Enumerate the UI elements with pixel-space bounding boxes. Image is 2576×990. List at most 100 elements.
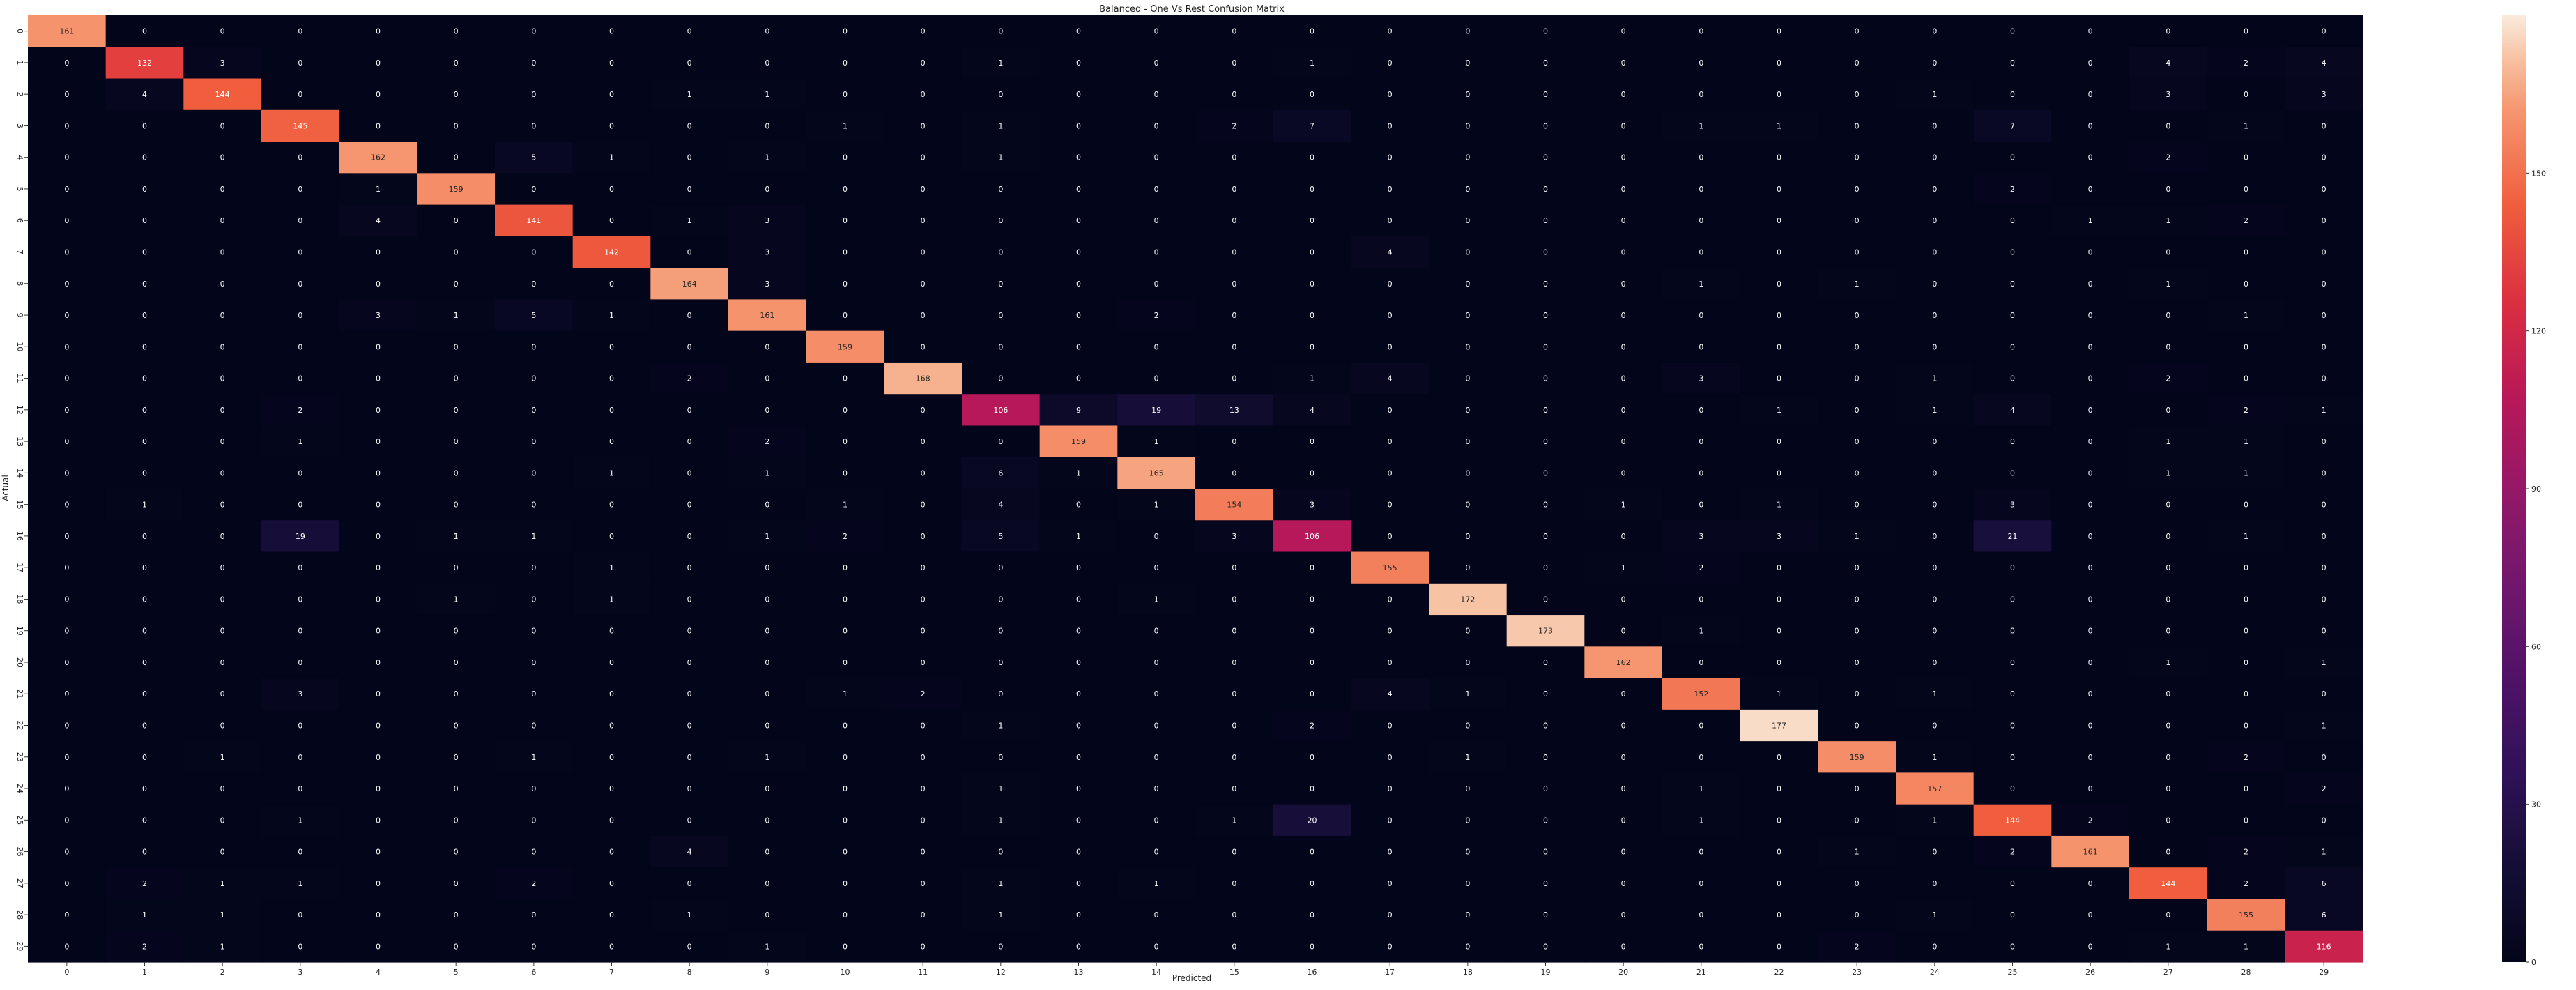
cell-value-label: 0	[765, 27, 769, 36]
cell-value-label: 0	[687, 532, 692, 541]
cell-value-label: 0	[609, 784, 614, 793]
heatmap-cell	[28, 15, 107, 47]
cell-value-label: 0	[1465, 563, 1470, 572]
cell-value-label: 0	[1076, 121, 1081, 130]
cell-value-label: 0	[298, 342, 302, 351]
heatmap-cell	[1273, 15, 1351, 47]
cell-value-label: 0	[298, 595, 302, 604]
heatmap-cell	[1896, 15, 1975, 47]
heatmap-cell	[650, 425, 729, 458]
cell-value-label: 3	[765, 248, 769, 257]
heatmap-cell	[495, 78, 574, 111]
heatmap-cell	[1818, 583, 1896, 616]
cell-value-label: 0	[1543, 722, 1548, 731]
heatmap-cell	[1818, 709, 1896, 742]
heatmap-cell	[105, 236, 184, 268]
cell-value-label: 0	[220, 248, 225, 257]
colorbar	[2502, 15, 2526, 962]
cell-value-label: 0	[1388, 469, 1393, 478]
heatmap-cell	[1195, 299, 1274, 332]
cell-value-label: 0	[1465, 248, 1470, 257]
cell-value-label: 1	[1932, 753, 1937, 762]
cell-value-label: 0	[1621, 469, 1626, 478]
x-axis-ticks: 0 1 2 3 4 5 6 7 8 9 10 11 12 13 14 15 16 17 18 19 20 21 22 23 24…	[64, 962, 2329, 977]
cell-value-label: 0	[1232, 280, 1236, 289]
cell-value-label: 0	[609, 501, 614, 510]
cell-value-label: 0	[687, 469, 692, 478]
heatmap-cell	[1039, 551, 1118, 584]
cell-value-label: 0	[298, 848, 302, 857]
heatmap-cell	[2051, 489, 2130, 521]
cell-value-label: 0	[998, 185, 1003, 194]
heatmap-cell	[495, 142, 574, 174]
x-tick-label: 16	[1308, 968, 1317, 977]
y-tick-label: 13	[15, 436, 24, 446]
heatmap-cell	[1740, 47, 1818, 79]
heatmap-cell	[1662, 835, 1741, 868]
heatmap-cell	[417, 867, 496, 900]
heatmap-cell	[1818, 425, 1896, 458]
heatmap-cell	[417, 362, 496, 395]
heatmap-cell	[417, 551, 496, 584]
cell-value-label: 0	[609, 121, 614, 130]
cell-value-label: 0	[1855, 121, 1860, 130]
cell-value-label: 0	[1777, 784, 1781, 793]
heatmap-cell	[339, 646, 417, 679]
y-tick-label: 19	[15, 626, 24, 636]
y-tick-label: 10	[15, 342, 24, 351]
x-tick-label: 14	[1151, 968, 1161, 977]
heatmap-cell	[1117, 109, 1196, 142]
cell-value-label: 0	[2322, 280, 2326, 289]
heatmap-cell	[183, 930, 262, 963]
heatmap-cell	[105, 362, 184, 395]
heatmap-cell	[28, 520, 107, 553]
cell-value-label: 155	[1383, 563, 1397, 572]
cell-value-label: 0	[2010, 374, 2015, 383]
heatmap-cell	[1818, 772, 1896, 805]
cell-value-label: 0	[531, 280, 536, 289]
heatmap-cell	[1818, 394, 1896, 427]
heatmap-cell	[1740, 362, 1818, 395]
cell-value-label: 0	[1777, 90, 1781, 99]
cell-value-label: 0	[220, 185, 225, 194]
cell-value-label: 0	[2244, 722, 2248, 731]
heatmap-cell	[183, 709, 262, 742]
heatmap-cell	[1273, 425, 1351, 458]
cell-value-label: 0	[765, 406, 769, 415]
heatmap-cell	[1429, 615, 1508, 647]
cell-value-label: 0	[298, 374, 302, 383]
heatmap-cell	[962, 520, 1041, 553]
cell-value-label: 9	[1076, 406, 1081, 415]
cell-value-label: 0	[1154, 90, 1159, 99]
heatmap-cell	[105, 741, 184, 773]
heatmap-cell	[1973, 583, 2052, 616]
cell-value-label: 0	[454, 627, 459, 636]
cell-value-label: 0	[1699, 879, 1703, 888]
heatmap-cell	[1896, 835, 1975, 868]
cell-value-label: 0	[64, 437, 69, 446]
cell-value-label: 0	[1855, 374, 1860, 383]
cell-value-label: 0	[2244, 280, 2248, 289]
cell-value-label: 1	[1232, 816, 1236, 825]
heatmap-cell	[806, 899, 884, 931]
heatmap-cell	[1351, 867, 1429, 900]
heatmap-cell	[1662, 457, 1741, 489]
cell-value-label: 1	[687, 216, 692, 225]
heatmap-cell	[1818, 173, 1896, 206]
heatmap-cell	[728, 678, 807, 710]
cell-value-label: 0	[1932, 627, 1937, 636]
cell-value-label: 0	[998, 595, 1003, 604]
cell-value-label: 0	[142, 722, 147, 731]
cell-value-label: 1	[765, 532, 769, 541]
heatmap-cell	[495, 709, 574, 742]
heatmap-cell	[495, 835, 574, 868]
heatmap-cell	[1117, 646, 1196, 679]
heatmap-cell	[572, 930, 651, 963]
heatmap-cell	[1117, 583, 1196, 616]
cell-value-label: 0	[64, 816, 69, 825]
cell-value-label: 0	[1855, 595, 1860, 604]
cell-value-label: 1	[1855, 280, 1860, 289]
cell-value-label: 0	[609, 185, 614, 194]
y-tick-label: 29	[15, 941, 24, 951]
heatmap-cell	[261, 142, 340, 174]
